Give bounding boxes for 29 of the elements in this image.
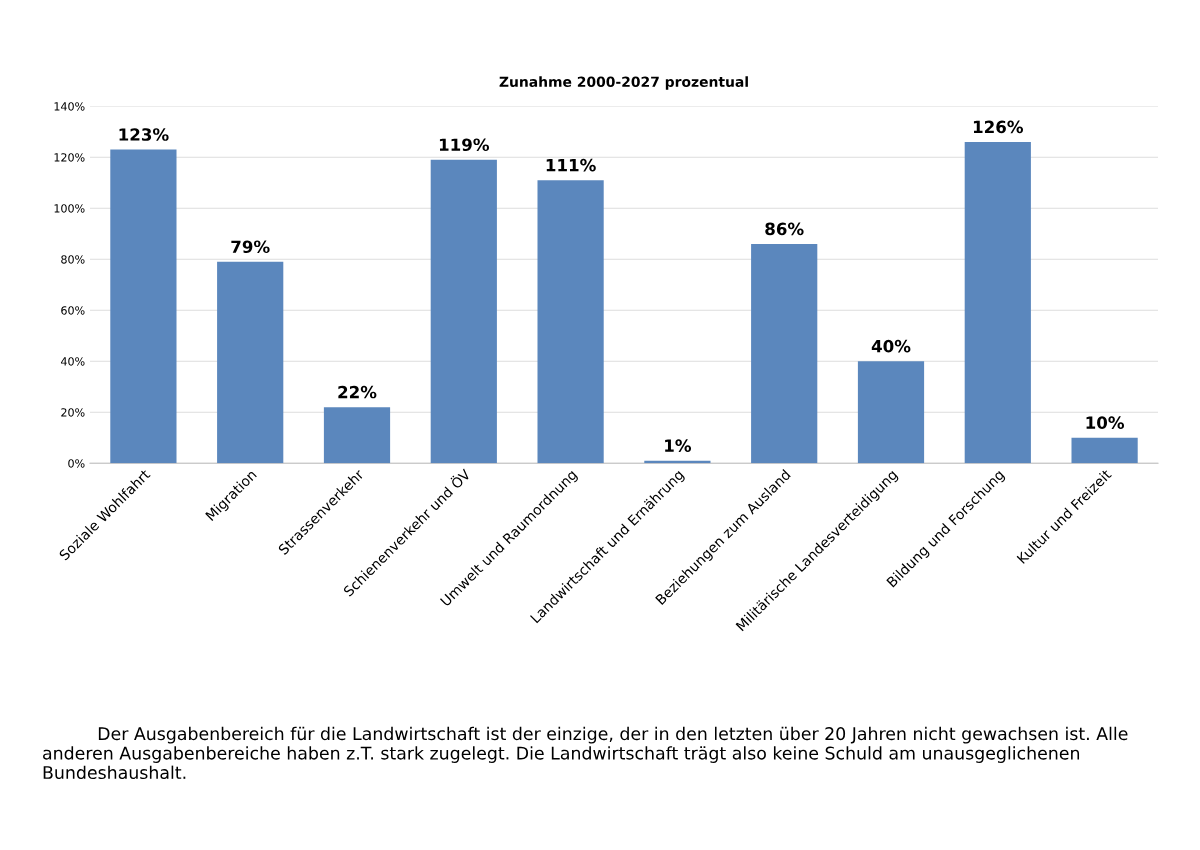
data-label: 123% [119,128,169,141]
y-tick-label: 0% [68,459,85,468]
y-tick-label: 100% [54,204,85,213]
chart-title: Zunahme 2000-2027 prozentual [499,76,748,90]
bar [964,141,1031,464]
bar [857,361,925,464]
y-tick-label: 140% [54,102,85,111]
bar [110,149,177,464]
bar [1071,437,1138,464]
y-tick-label: 60% [61,306,85,315]
bar [323,407,391,464]
data-label: 126% [973,120,1024,134]
data-label: 79% [231,240,270,254]
y-tick-label: 80% [61,255,85,264]
y-tick-label: 120% [54,153,85,162]
bar [217,261,284,464]
data-label: 86% [765,222,804,236]
bar [430,159,497,464]
data-label: 1% [665,439,692,452]
data-label: 10% [1086,416,1125,429]
bar [537,180,604,464]
data-label: 22% [338,385,377,399]
data-label: 111% [546,158,596,172]
data-label: 119% [439,138,490,152]
bar [751,243,818,464]
text: Der Ausgabenbereich für die Landwirtschaft ist der einzige, der in den letzten über 20 Jahren nicht gewachsen ist. Alle anderen Ausgabenbereiche haben z.T. stark zugelegt. Die Landwirtschaft trägt also keine Schuld am unausgeglichenen Bundeshaushalt. [43,726,1128,780]
y-tick-label: 20% [61,408,85,417]
data-label: 40% [871,339,911,353]
y-tick-label: 40% [60,357,85,366]
